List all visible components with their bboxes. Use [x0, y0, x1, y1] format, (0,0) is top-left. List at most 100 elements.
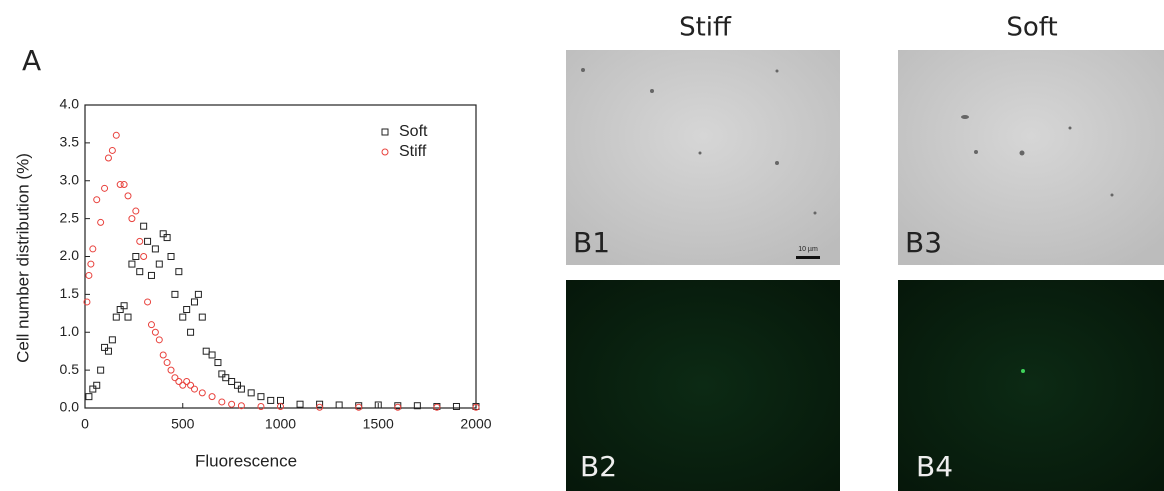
- y-tick-label: 2.5: [60, 209, 80, 225]
- point: [472, 403, 480, 411]
- cells: [581, 68, 1114, 215]
- point: [228, 400, 236, 408]
- point: [104, 154, 112, 162]
- panel-label: B4: [916, 450, 953, 483]
- point: [179, 381, 187, 389]
- legend-label: Soft: [399, 123, 428, 140]
- point: [167, 366, 175, 374]
- point: [187, 328, 195, 336]
- point: [85, 393, 93, 401]
- point: [112, 313, 120, 321]
- y-tick-label: 0.5: [60, 361, 80, 377]
- point: [237, 402, 245, 410]
- point: [132, 253, 140, 260]
- point: [93, 381, 101, 389]
- point: [374, 401, 382, 409]
- point: [413, 402, 421, 410]
- point: [163, 359, 171, 367]
- panel-label: B2: [580, 450, 617, 483]
- point: [147, 271, 155, 279]
- point: [151, 245, 159, 253]
- point: [183, 306, 191, 314]
- x-tick-label: 2000: [460, 416, 491, 432]
- micrograph: [898, 50, 1164, 265]
- y-tick-label: 3.0: [60, 171, 80, 187]
- point: [208, 393, 216, 401]
- point: [202, 347, 210, 355]
- legend-marker: [381, 148, 389, 156]
- point: [257, 393, 265, 401]
- point: [198, 313, 206, 321]
- point: [277, 396, 284, 404]
- x-tick-label: 500: [171, 416, 195, 432]
- panel-label: A: [22, 44, 41, 77]
- legend-marker: [381, 128, 389, 136]
- point: [198, 389, 206, 397]
- point: [222, 374, 230, 382]
- y-tick-label: 4.0: [60, 96, 80, 112]
- point: [120, 302, 128, 310]
- cell: [1021, 369, 1025, 373]
- point: [151, 328, 159, 336]
- point: [433, 403, 441, 411]
- point: [190, 298, 198, 306]
- point: [233, 381, 241, 389]
- point: [144, 237, 152, 245]
- x-axis-label: Fluorescence: [195, 451, 297, 470]
- point: [136, 237, 144, 245]
- point: [101, 184, 109, 192]
- point: [187, 381, 195, 389]
- point: [228, 377, 236, 385]
- point: [194, 290, 202, 298]
- point: [83, 298, 91, 306]
- point: [183, 377, 191, 385]
- panel-label: B1: [573, 226, 610, 259]
- fluorescence-image: [566, 280, 840, 491]
- point: [167, 253, 175, 260]
- point: [132, 207, 140, 215]
- point: [316, 403, 324, 411]
- legend-label: Stiff: [399, 143, 427, 160]
- point: [237, 385, 245, 393]
- point: [175, 268, 183, 276]
- point: [112, 131, 120, 139]
- point: [175, 377, 183, 385]
- fluorescence-image: [898, 280, 1164, 491]
- point: [140, 253, 148, 260]
- point: [155, 260, 163, 268]
- point: [87, 260, 95, 268]
- y-tick-label: 1.5: [60, 285, 80, 301]
- point: [452, 402, 460, 410]
- point: [208, 351, 216, 359]
- point: [101, 343, 109, 351]
- scale-bar: [796, 256, 820, 259]
- point: [97, 366, 105, 374]
- point: [171, 374, 179, 382]
- point: [335, 401, 343, 409]
- y-tick-label: 2.0: [60, 247, 80, 263]
- point: [296, 400, 304, 408]
- point: [93, 196, 101, 204]
- x-tick-label: 1000: [265, 416, 296, 432]
- point: [124, 192, 132, 200]
- point: [159, 230, 167, 238]
- column-title: Stiff: [679, 13, 732, 43]
- x-tick-label: 0: [81, 416, 89, 432]
- point: [85, 271, 93, 279]
- point: [214, 359, 222, 367]
- point: [159, 351, 167, 359]
- point: [116, 306, 124, 314]
- point: [89, 385, 97, 393]
- point: [108, 146, 116, 154]
- point: [155, 336, 163, 344]
- point: [124, 313, 132, 321]
- y-tick-label: 3.5: [60, 134, 80, 150]
- point: [97, 218, 105, 226]
- point: [120, 181, 128, 189]
- point: [267, 396, 275, 404]
- point: [104, 347, 112, 355]
- point: [247, 389, 255, 397]
- point: [257, 402, 265, 410]
- scale-bar-label: 10 µm: [798, 246, 818, 253]
